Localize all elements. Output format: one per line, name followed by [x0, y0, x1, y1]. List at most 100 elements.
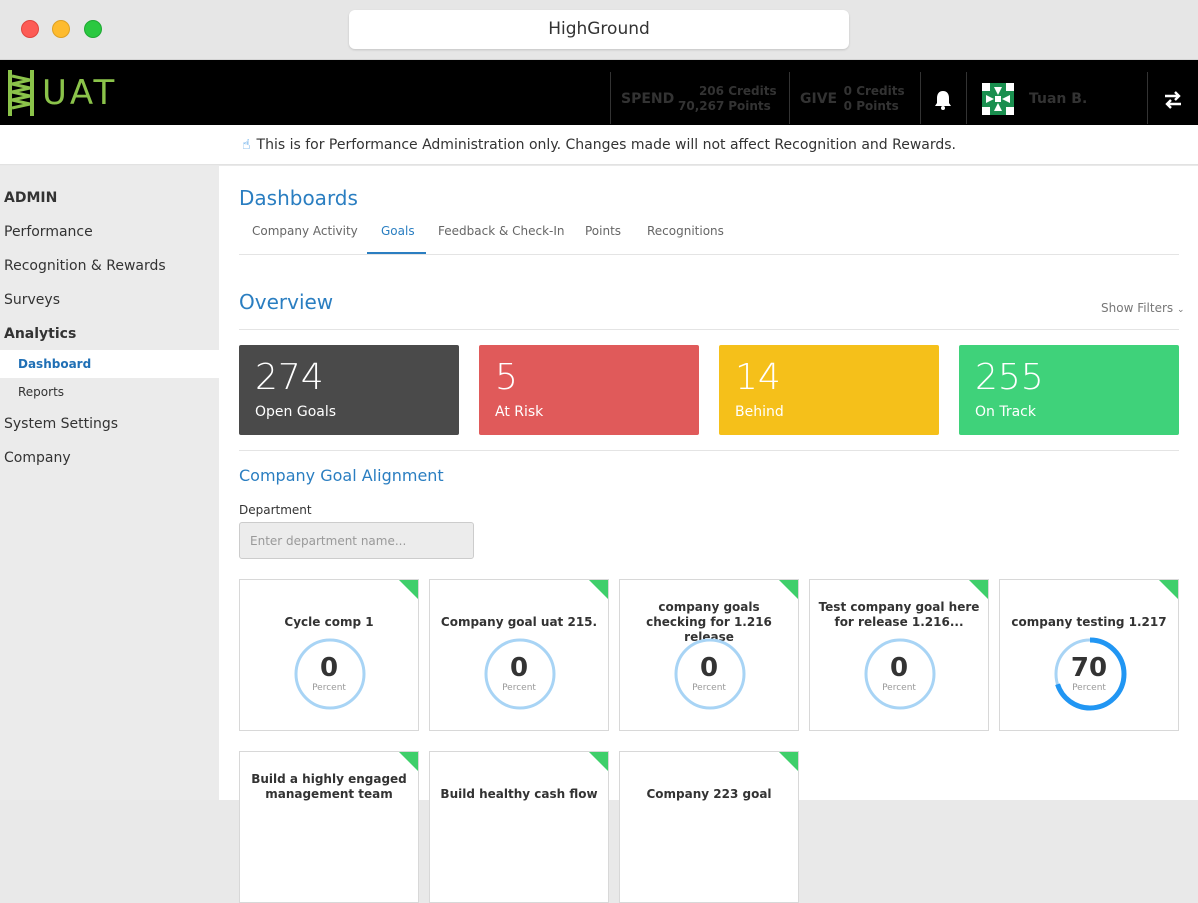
- goal-card[interactable]: company goals checking for 1.216 release…: [619, 579, 799, 731]
- show-filters-label: Show Filters: [1101, 301, 1174, 315]
- tab-company-activity[interactable]: Company Activity: [252, 224, 358, 238]
- divider: [239, 450, 1179, 451]
- goal-card[interactable]: Build a highly engaged management team: [239, 751, 419, 903]
- status-corner-flag: [589, 580, 608, 599]
- divider: [1147, 72, 1148, 124]
- status-corner-flag: [779, 752, 798, 771]
- brand-logo[interactable]: UAT: [8, 70, 117, 116]
- divider: [239, 329, 1179, 330]
- page-title: Dashboards: [239, 186, 358, 210]
- sidebar-item-analytics[interactable]: Analytics: [4, 326, 77, 342]
- window-title[interactable]: HighGround: [349, 10, 849, 49]
- goal-card[interactable]: Build healthy cash flow: [429, 751, 609, 903]
- spend-label: SPEND: [621, 91, 675, 107]
- notice-text: This is for Performance Administration o…: [256, 137, 956, 153]
- goal-percent-value: 0: [889, 653, 909, 683]
- kpi-behind[interactable]: 14 Behind: [719, 345, 939, 435]
- sidebar-item-performance[interactable]: Performance: [4, 224, 93, 240]
- give-stats[interactable]: 0 Credits 0 Points: [836, 84, 905, 114]
- kpi-open-goals[interactable]: 274 Open Goals: [239, 345, 459, 435]
- window-titlebar: HighGround: [0, 0, 1198, 60]
- tab-points[interactable]: Points: [585, 224, 622, 238]
- sidebar: ADMIN Performance Recognition & Rewards …: [0, 166, 219, 800]
- tab-feedback-check-in[interactable]: Feedback & Check-In: [438, 224, 565, 238]
- status-corner-flag: [399, 580, 418, 599]
- status-corner-flag: [589, 752, 608, 771]
- logo-mark-icon: [8, 70, 34, 116]
- sidebar-active-highlight: [0, 350, 219, 378]
- kpi-label: Behind: [735, 404, 784, 420]
- goal-card-title: Test company goal here for release 1.216…: [818, 600, 980, 629]
- chevron-down-icon: ⌄: [1177, 305, 1185, 315]
- give-label: GIVE: [800, 91, 838, 107]
- goal-card[interactable]: Cycle comp 1 0 Percent: [239, 579, 419, 731]
- progress-ring-track: [864, 638, 936, 710]
- divider: [789, 72, 790, 124]
- status-corner-flag: [969, 580, 988, 599]
- divider: [610, 72, 611, 124]
- spend-stats[interactable]: 206 Credits 70,267 Points: [678, 84, 777, 114]
- sidebar-item-reports[interactable]: Reports: [18, 385, 65, 399]
- goal-card[interactable]: Company 223 goal: [619, 751, 799, 903]
- goal-percent-value: 0: [319, 653, 339, 683]
- progress-ring-fill: [1053, 637, 1127, 711]
- goal-progress-ring: [483, 637, 557, 711]
- spend-credits-unit: Credits: [728, 84, 777, 98]
- goal-percent-value: 0: [509, 653, 529, 683]
- goal-progress-ring: [863, 637, 937, 711]
- close-window-button[interactable]: [21, 20, 39, 38]
- give-points-value: 0: [843, 99, 852, 113]
- kpi-value: 255: [975, 357, 1044, 398]
- status-corner-flag: [779, 580, 798, 599]
- company-goal-alignment-title: Company Goal Alignment: [239, 466, 444, 485]
- sidebar-item-system-settings[interactable]: System Settings: [4, 416, 119, 432]
- minimize-window-button[interactable]: [52, 20, 70, 38]
- switch-view-icon[interactable]: [1163, 90, 1183, 110]
- department-search-input[interactable]: [239, 522, 474, 559]
- goal-percent-label: Percent: [1072, 683, 1106, 693]
- sidebar-item-surveys[interactable]: Surveys: [4, 292, 60, 308]
- user-name[interactable]: Tuan B.: [1029, 91, 1088, 107]
- goal-card-title: Cycle comp 1: [284, 615, 374, 629]
- avatar[interactable]: [982, 83, 1014, 115]
- status-corner-flag: [1159, 580, 1178, 599]
- goal-progress-ring: [1053, 637, 1127, 711]
- spend-points-unit: Points: [728, 99, 771, 113]
- maximize-window-button[interactable]: [84, 20, 102, 38]
- goal-card[interactable]: Test company goal here for release 1.216…: [809, 579, 989, 731]
- goal-card[interactable]: company testing 1.217 70 Percent: [999, 579, 1179, 731]
- kpi-at-risk[interactable]: 5 At Risk: [479, 345, 699, 435]
- top-navigation: UAT: [0, 60, 1198, 125]
- status-corner-flag: [399, 752, 418, 771]
- hand-pointer-icon: ☝: [242, 137, 251, 153]
- show-filters-toggle[interactable]: Show Filters ⌄: [1101, 301, 1185, 315]
- give-credits-value: 0: [843, 84, 852, 98]
- sidebar-item-dashboard[interactable]: Dashboard: [18, 357, 92, 371]
- goal-percent-label: Percent: [312, 683, 346, 693]
- goal-card-title: Build healthy cash flow: [440, 787, 598, 801]
- kpi-label: On Track: [975, 404, 1036, 420]
- sidebar-item-company[interactable]: Company: [4, 450, 71, 466]
- goal-progress-ring: [673, 637, 747, 711]
- overview-title: Overview: [239, 290, 334, 314]
- tab-goals[interactable]: Goals: [381, 224, 415, 238]
- goal-card[interactable]: Company goal uat 215. 0 Percent: [429, 579, 609, 731]
- sidebar-item-recognition-rewards[interactable]: Recognition & Rewards: [4, 258, 166, 274]
- goal-card-title: Build a highly engaged management team: [251, 772, 407, 801]
- goal-progress-ring: [293, 637, 367, 711]
- goal-percent-label: Percent: [502, 683, 536, 693]
- goal-card-title: company testing 1.217: [1011, 615, 1167, 629]
- active-tab-indicator: [367, 252, 426, 254]
- kpi-value: 14: [735, 357, 781, 398]
- goal-percent-label: Percent: [692, 683, 726, 693]
- notification-bell-icon[interactable]: [934, 90, 952, 110]
- department-label: Department: [239, 503, 312, 517]
- tab-recognitions[interactable]: Recognitions: [647, 224, 724, 238]
- kpi-value: 5: [495, 357, 518, 398]
- kpi-on-track[interactable]: 255 On Track: [959, 345, 1179, 435]
- dashboard-tabs: Company Activity Goals Feedback & Check-…: [239, 222, 1179, 255]
- kpi-label: At Risk: [495, 404, 544, 420]
- give-credits-unit: Credits: [856, 84, 905, 98]
- kpi-label: Open Goals: [255, 404, 337, 420]
- give-points-unit: Points: [856, 99, 899, 113]
